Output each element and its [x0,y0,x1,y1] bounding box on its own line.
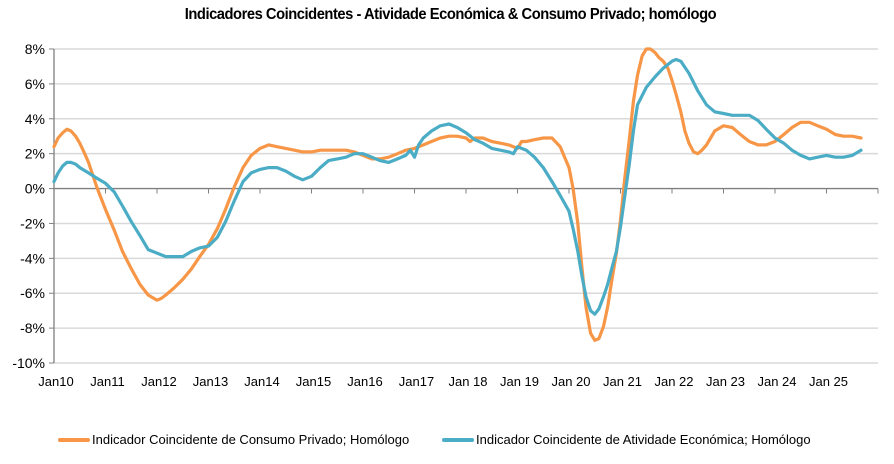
series-line-atividade-economica [52,57,863,316]
gridlines [54,48,878,364]
legend-swatch-blue [442,437,474,442]
x-tick-label: Jan11 [90,374,124,389]
x-tick-label: Jan 23 [706,374,745,389]
x-tick-label: Jan 25 [809,374,848,389]
legend-swatch-orange [58,437,90,442]
y-tick-label: 4% [25,111,45,127]
x-axis-tick-labels: Jan10 Jan11 Jan12 Jan13 Jan14 Jan15 Jan16 Jan17… [38,374,848,389]
y-tick-label: 0% [25,181,45,197]
y-axis-tick-labels: 8% 6% 4% 2% 0% -2% -4% -6% -8% -10% [12,41,45,371]
y-tick-label: -4% [20,250,45,266]
legend-item-consumo-privado[interactable]: Indicador Coincidente de Consumo Privado… [58,432,409,447]
x-tick-label: Jan 24 [757,374,796,389]
x-tick-label: Jan10 [38,374,73,389]
legend-item-atividade-economica[interactable]: Indicador Coincidente de Atividade Econó… [442,432,811,447]
y-tick-label: 2% [25,146,45,162]
y-tick-label: -10% [12,355,45,371]
x-tick-label: Jan 18 [448,374,487,389]
x-tick-label: Jan 22 [654,374,693,389]
x-tick-label: Jan14 [244,374,279,389]
legend-label: Indicador Coincidente de Consumo Privado… [92,432,410,447]
series-lines [52,47,863,342]
y-tick-label: -2% [20,215,45,231]
y-tick-label: 6% [25,76,45,92]
x-tick-label: Jan13 [193,374,228,389]
y-tick-label: -6% [20,285,45,301]
y-tick-label: 8% [25,41,45,57]
chart-title: Indicadores Coincidentes - Atividade Eco… [184,6,717,23]
legend-label: Indicador Coincidente de Atividade Econó… [476,432,811,447]
series-line-consumo-privado [52,47,863,342]
y-tick-label: -8% [20,320,45,336]
legend: Indicador Coincidente de Consumo Privado… [0,432,894,452]
x-tick-label: Jan12 [141,374,176,389]
x-tick-label: Jan 21 [603,374,642,389]
x-tick-label: Jan16 [347,374,382,389]
x-tick-label: Jan15 [296,374,331,389]
x-tick-label: Jan17 [399,374,434,389]
line-chart: 8%6%4%2%0%-2%-4%-6%-8%-10% Jan10 Jan11 Jan… [12,41,879,389]
x-tick-label: Jan 20 [551,374,590,389]
x-tick-label: Jan 19 [500,374,539,389]
axes [49,48,879,364]
